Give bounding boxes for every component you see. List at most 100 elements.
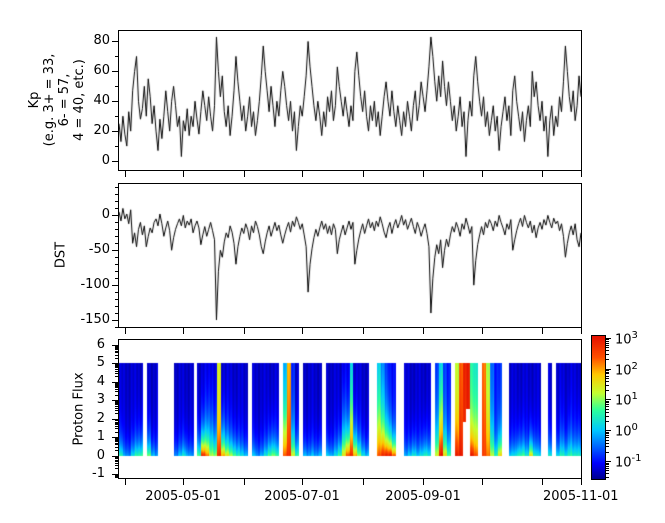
tick-mark [112,161,118,162]
tick-mark [115,366,118,367]
tick-mark [115,116,118,117]
tick-mark [115,371,118,372]
tick-mark [115,373,118,374]
y-tick-label: 2 [96,411,105,426]
tick-mark [115,187,118,188]
tick-mark [606,470,609,471]
tick-mark [606,399,611,400]
tick-mark [125,328,126,334]
tick-mark [115,476,118,477]
y-tick-label: 20 [93,123,110,138]
x-tick-label: 2005-09-01 [385,489,461,504]
tick-mark [363,328,364,334]
tick-mark [606,350,609,351]
tick-mark [606,402,609,403]
tick-mark [606,440,609,441]
tick-mark [302,171,303,177]
y-tick-label: -150 [80,312,110,327]
tick-mark [115,292,118,293]
y-tick-label: -50 [88,242,110,257]
tick-mark [115,347,118,348]
tick-mark [606,390,609,391]
y-tick-label: 5 [96,355,105,370]
tick-mark [115,477,118,478]
tick-mark [542,171,543,177]
tick-mark [115,348,118,349]
dst-panel [118,183,582,328]
tick-mark [115,428,118,429]
tick-mark [115,364,118,365]
tick-mark [115,395,118,396]
tick-mark [112,101,118,102]
tick-mark [115,391,118,392]
tick-mark [115,384,118,385]
tick-mark [115,386,118,387]
tick-mark [115,229,118,230]
tick-mark [115,352,118,353]
tick-mark [115,450,118,451]
y-tick-label: 3 [96,392,105,407]
tick-mark [302,328,303,334]
tick-mark [542,479,543,485]
tick-mark [112,285,118,286]
tick-mark [112,41,118,42]
tick-mark [606,463,609,464]
tick-mark [606,339,609,340]
tick-mark [112,363,118,364]
tick-mark [606,416,609,417]
y-tick-label: 80 [93,33,110,48]
tick-mark [606,443,609,444]
dst-plot-canvas [119,184,581,327]
tick-mark [115,424,118,425]
tick-mark [115,447,118,448]
tick-mark [115,403,118,404]
tick-mark [606,341,609,342]
tick-mark [112,345,118,346]
tick-mark [115,389,118,390]
tick-mark [482,479,483,485]
tick-mark [115,413,118,414]
tick-mark [115,351,118,352]
y-tick-label: 4 [96,374,105,389]
tick-mark [606,369,611,370]
colorbar-tick-label: 103 [615,330,638,348]
tick-mark [115,463,118,464]
tick-mark [115,426,118,427]
y-tick-label: 0 [96,448,105,463]
tick-mark [112,474,118,475]
tick-mark [115,432,118,433]
tick-mark [115,441,118,442]
tick-mark [606,378,609,379]
tick-mark [302,479,303,485]
tick-mark [115,423,118,424]
tick-mark [183,171,184,177]
colorbar [591,335,606,480]
tick-mark [115,201,118,202]
tick-mark [115,86,118,87]
y-tick-label: 0 [101,207,110,222]
tick-mark [115,439,118,440]
tick-mark [115,440,118,441]
kp-plot-canvas [119,31,581,170]
tick-mark [423,171,424,177]
x-tick-label: 2005-07-01 [264,489,340,504]
tick-mark [115,56,118,57]
tick-mark [606,430,611,431]
tick-mark [115,146,118,147]
tick-mark [115,457,118,458]
tick-mark [115,468,118,469]
tick-mark [115,355,118,356]
tick-mark [115,369,118,370]
tick-mark [606,468,609,469]
tick-mark [244,171,245,177]
tick-mark [115,458,118,459]
tick-mark [115,465,118,466]
tick-mark [115,443,118,444]
tick-mark [115,257,118,258]
tick-mark [482,171,483,177]
tick-mark [115,236,118,237]
tick-mark [115,410,118,411]
tick-mark [606,372,609,373]
tick-mark [115,271,118,272]
tick-mark [606,446,609,447]
